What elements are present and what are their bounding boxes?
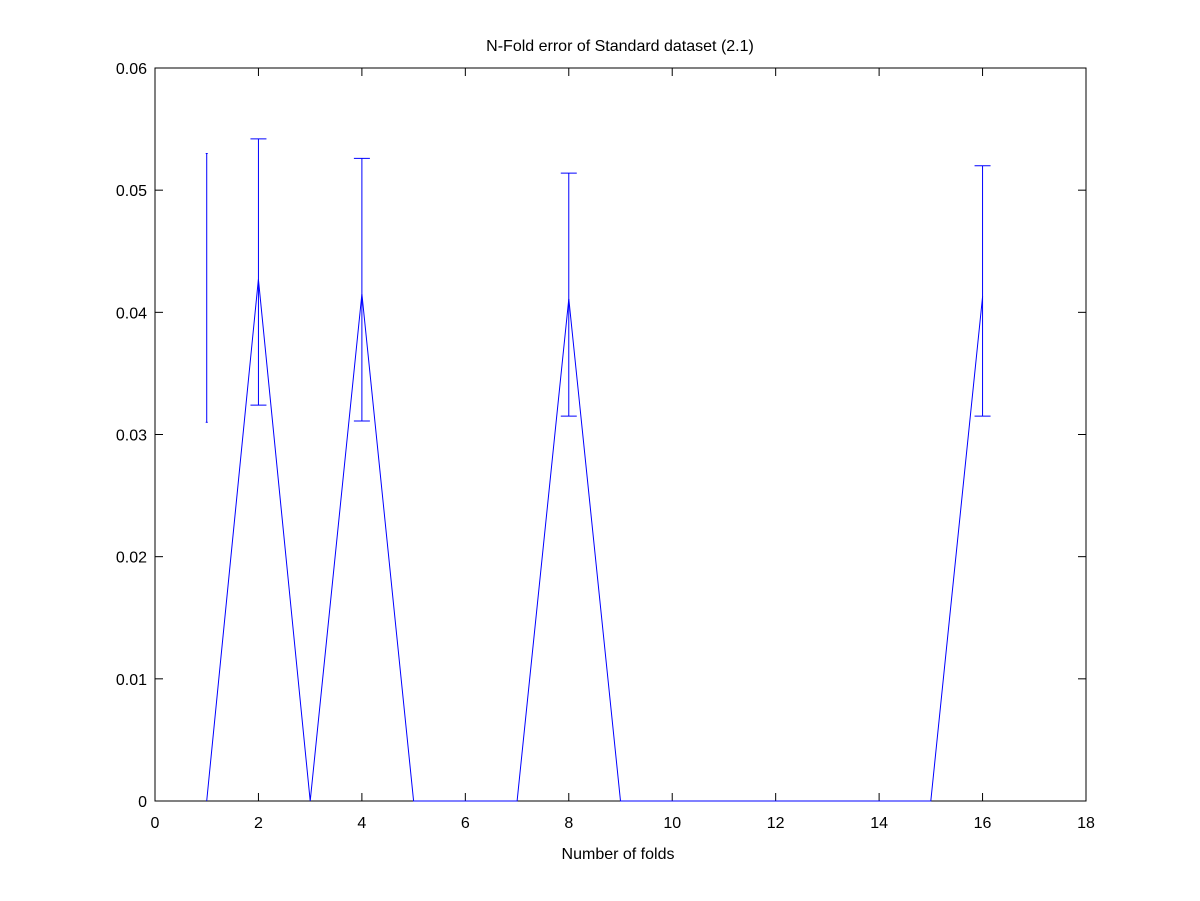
y-tick-label: 0.06 (116, 61, 147, 78)
series-line (206, 279, 984, 802)
x-tick-label: 4 (357, 815, 366, 832)
x-tick-label: 0 (151, 815, 160, 832)
y-tick-label: 0.03 (116, 428, 147, 445)
y-tick-label: 0.01 (116, 672, 147, 689)
x-tick-label: 14 (870, 815, 888, 832)
x-tick-label: 16 (974, 815, 992, 832)
x-tick-label: 18 (1077, 815, 1095, 832)
y-tick-label: 0.02 (116, 550, 147, 567)
plot-area: 0 2 4 6 8 10 12 14 16 18 0 0.01 0.02 0.03 0.04 0.05 0.06 (116, 61, 1095, 832)
y-tick-label: 0.05 (116, 183, 147, 200)
chart-title: N-Fold error of Standard dataset (2.1) (486, 38, 754, 55)
y-tick-label: 0.04 (116, 305, 147, 322)
x-tick-label: 10 (663, 815, 681, 832)
x-tick-label: 12 (767, 815, 785, 832)
x-tick-label: 2 (254, 815, 263, 832)
x-tick-label: 8 (564, 815, 573, 832)
y-tick-label: 0 (138, 794, 147, 811)
x-axis-label: Number of folds (562, 846, 675, 863)
x-tick-label: 6 (461, 815, 470, 832)
